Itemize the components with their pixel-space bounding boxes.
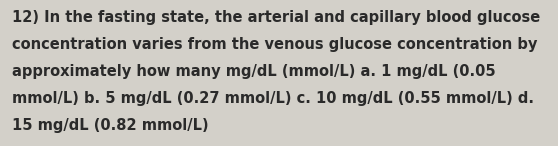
Text: approximately how many mg/dL (mmol/L) a. 1 mg/dL (0.05: approximately how many mg/dL (mmol/L) a.… [12, 64, 496, 79]
Text: mmol/L) b. 5 mg/dL (0.27 mmol/L) c. 10 mg/dL (0.55 mmol/L) d.: mmol/L) b. 5 mg/dL (0.27 mmol/L) c. 10 m… [12, 91, 534, 106]
Text: 15 mg/dL (0.82 mmol/L): 15 mg/dL (0.82 mmol/L) [12, 118, 209, 133]
Text: 12) In the fasting state, the arterial and capillary blood glucose: 12) In the fasting state, the arterial a… [12, 10, 541, 25]
Text: concentration varies from the venous glucose concentration by: concentration varies from the venous glu… [12, 37, 538, 52]
